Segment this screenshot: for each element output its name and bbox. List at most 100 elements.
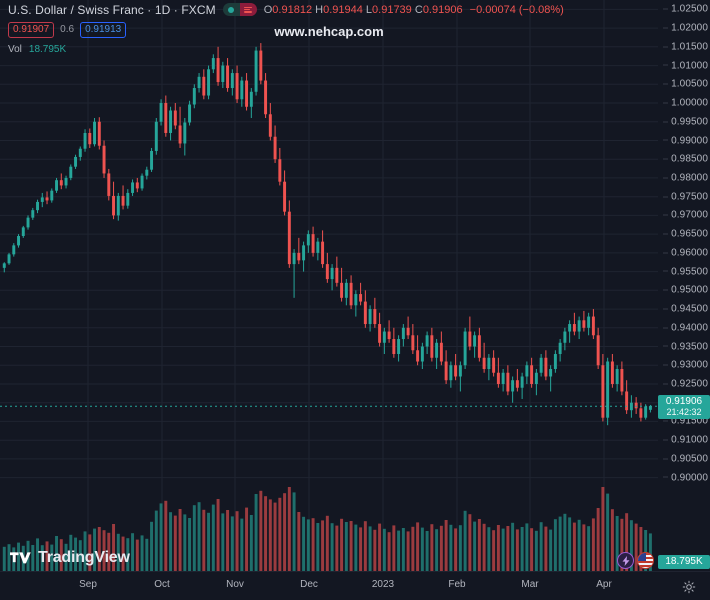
price-axis-tick: 0.94000 — [663, 322, 708, 333]
tick-dash — [663, 308, 669, 310]
price-axis-tick: 1.00000 — [663, 98, 708, 109]
tick-dash — [663, 196, 669, 198]
time-axis[interactable]: Sep Oct Nov Dec 2023 Feb Mar Apr — [0, 571, 710, 600]
current-price-line — [0, 405, 658, 407]
chart-gridlines — [0, 0, 658, 571]
settings-gear-icon[interactable] — [682, 580, 696, 594]
tick-label: 1.01000 — [671, 60, 708, 72]
tick-dash — [663, 476, 669, 478]
time-axis-tick: Sep — [79, 579, 97, 590]
price-axis-tick: 1.00500 — [663, 79, 708, 90]
tick-dash — [663, 383, 669, 385]
chart-plot-area[interactable] — [0, 0, 658, 571]
volume-axis-badge[interactable]: 18.795K — [658, 555, 710, 569]
tick-label: 0.94500 — [671, 303, 708, 315]
time-axis-tick: Nov — [226, 579, 244, 590]
tick-dash — [663, 46, 669, 48]
tick-label: 1.02000 — [671, 22, 708, 34]
tick-label: 0.95500 — [671, 266, 708, 278]
tick-dash — [663, 458, 669, 460]
price-axis-tick: 0.91000 — [663, 435, 708, 446]
tick-label: 0.94000 — [671, 322, 708, 334]
tick-label: 0.97000 — [671, 209, 708, 221]
price-axis-tick: 0.97000 — [663, 210, 708, 221]
price-axis-tick: 0.90000 — [663, 472, 708, 483]
time-axis-tick: Oct — [154, 579, 170, 590]
tick-label: 0.91000 — [671, 434, 708, 446]
time-axis-tick: Apr — [596, 579, 612, 590]
tick-label: 0.96500 — [671, 228, 708, 240]
current-price-countdown: 21:42:32 — [666, 407, 702, 418]
tick-label: 0.93500 — [671, 341, 708, 352]
price-axis-tick: 0.99500 — [663, 116, 708, 127]
tick-dash — [663, 233, 669, 235]
tick-label: 0.91500 — [671, 415, 708, 427]
tick-dash — [663, 83, 669, 85]
tick-label: 0.99000 — [671, 135, 708, 146]
tick-dash — [663, 177, 669, 179]
tick-dash — [663, 8, 669, 10]
price-axis-tick: 1.01500 — [663, 41, 708, 52]
tick-dash — [663, 289, 669, 291]
tick-label: 0.98000 — [671, 172, 708, 184]
price-axis-tick: 1.02000 — [663, 23, 708, 34]
time-axis-tick: Dec — [300, 579, 318, 590]
tick-label: 0.96000 — [671, 247, 708, 259]
price-axis-tick: 0.96000 — [663, 247, 708, 258]
price-axis-tick: 0.91500 — [663, 416, 708, 427]
price-axis-tick: 0.94500 — [663, 304, 708, 315]
lightning-icon[interactable] — [617, 552, 634, 569]
us-flag-icon[interactable] — [637, 552, 654, 569]
tick-dash — [663, 345, 669, 347]
time-axis-tick: Feb — [448, 579, 466, 590]
tick-label: 1.02500 — [671, 3, 708, 15]
tick-dash — [663, 439, 669, 441]
tradingview-logo: TradingView — [10, 549, 130, 567]
price-axis-tick: 1.01000 — [663, 60, 708, 71]
price-axis-tick: 0.98000 — [663, 172, 708, 183]
flag-canton — [638, 553, 647, 561]
tick-label: 0.99500 — [671, 116, 708, 128]
candlestick-series-layer — [2, 43, 652, 426]
time-axis-tick: Mar — [521, 579, 539, 590]
tick-label: 0.90000 — [671, 472, 708, 484]
tick-dash — [663, 158, 669, 160]
price-axis-tick: 0.93500 — [663, 341, 708, 352]
price-axis-tick: 0.95500 — [663, 266, 708, 277]
current-price-value: 0.91906 — [665, 396, 703, 408]
price-axis-tick: 0.98500 — [663, 154, 708, 165]
tick-label: 0.93000 — [671, 359, 708, 371]
price-axis-tick: 0.93000 — [663, 360, 708, 371]
tick-label: 1.00500 — [671, 78, 708, 90]
tick-label: 0.95000 — [671, 284, 708, 296]
tradingview-mark-icon — [10, 551, 31, 563]
tick-dash — [663, 121, 669, 123]
price-axis-tick: 0.97500 — [663, 191, 708, 202]
price-axis[interactable]: 1.02500 1.02000 1.01500 1.01000 1.00500 1.000… — [658, 0, 710, 571]
tick-label: 0.90500 — [671, 453, 708, 465]
tick-label: 0.92500 — [671, 378, 708, 390]
tick-dash — [663, 252, 669, 254]
tick-dash — [663, 327, 669, 329]
tick-label: 0.98500 — [671, 153, 708, 165]
corner-status-icons — [617, 552, 654, 569]
time-axis-tick: 2023 — [371, 579, 395, 590]
tick-dash — [663, 64, 669, 66]
tick-dash — [663, 364, 669, 366]
price-axis-tick: 0.95000 — [663, 285, 708, 296]
price-axis-tick: 1.02500 — [663, 4, 708, 15]
tradingview-logo-text: TradingView — [38, 549, 130, 566]
tick-dash — [663, 102, 669, 104]
tick-dash — [663, 27, 669, 29]
tick-dash — [663, 270, 669, 272]
price-axis-tick: 0.99000 — [663, 135, 708, 146]
current-price-badge[interactable]: 0.91906 21:42:32 — [658, 395, 710, 420]
price-axis-tick: 0.92500 — [663, 379, 708, 390]
volume-bars-layer — [2, 487, 652, 571]
tick-dash — [663, 139, 669, 141]
tick-dash — [663, 420, 669, 422]
tick-label: 1.00000 — [671, 97, 708, 109]
price-axis-tick: 0.96500 — [663, 229, 708, 240]
price-axis-tick: 0.90500 — [663, 453, 708, 464]
